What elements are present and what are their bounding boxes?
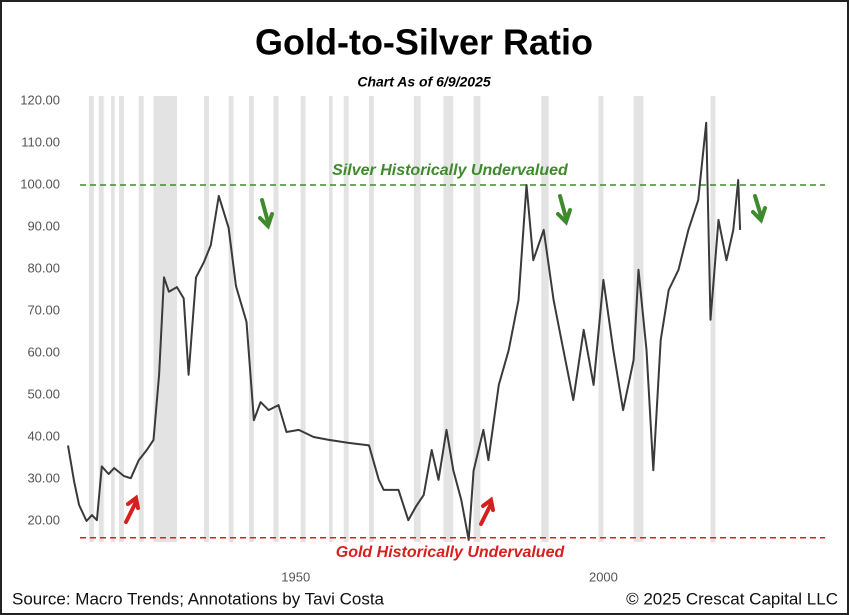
shaded-period	[328, 96, 333, 542]
shaded-period	[710, 96, 716, 542]
shaded-period	[273, 96, 279, 542]
shaded-period	[248, 96, 254, 542]
shaded-period	[443, 96, 454, 542]
plot-area: 20.00 30.00 40.00 50.00 60.00 70.00 80.00 90.00…	[20, 92, 825, 584]
shaded-period	[473, 96, 481, 542]
y-tick-label: 70.00	[27, 302, 60, 317]
shaded-period	[633, 96, 644, 542]
shaded-period	[138, 96, 144, 542]
y-tick-label: 40.00	[27, 428, 60, 443]
y-tick-label: 60.00	[27, 344, 60, 359]
y-tick-label: 100.00	[20, 176, 60, 191]
shaded-period	[598, 96, 604, 542]
shaded-period	[541, 96, 549, 542]
y-tick-label: 30.00	[27, 470, 60, 485]
x-tick-label: 2000	[589, 569, 618, 584]
shaded-period	[413, 96, 421, 542]
shaded-period	[98, 96, 104, 542]
arrow	[258, 198, 274, 230]
annotation-arrows	[124, 194, 767, 526]
shaded-period	[88, 96, 94, 542]
shaded-period	[343, 96, 349, 542]
arrow	[751, 194, 767, 224]
shaded-period	[204, 96, 209, 542]
reference-label: Silver Historically Undervalued	[332, 162, 569, 179]
shaded-period	[300, 96, 306, 542]
data-line	[67, 121, 742, 541]
arrow	[479, 496, 495, 526]
y-tick-label: 120.00	[20, 92, 60, 107]
x-tick-label: 1950	[281, 569, 310, 584]
y-tick-label: 20.00	[27, 512, 60, 527]
shaded-period	[111, 96, 115, 542]
y-tick-label: 110.00	[21, 134, 60, 149]
shaded-period	[228, 96, 234, 542]
chart-subtitle: Chart As of 6/9/2025	[357, 74, 491, 90]
arrow	[124, 494, 140, 524]
y-tick-label: 50.00	[27, 386, 60, 401]
y-tick-label: 80.00	[27, 260, 60, 275]
arrow	[556, 194, 572, 226]
source: Source: Macro Trends; Annotations by Tav…	[12, 589, 385, 608]
shaded-period	[368, 96, 374, 542]
y-tick-label: 90.00	[27, 218, 60, 233]
reference-label: Gold Historically Undervalued	[336, 544, 566, 561]
copyright: © 2025 Crescat Capital LLC	[626, 589, 838, 608]
chart-title: Gold-to-Silver Ratio	[255, 22, 593, 63]
shaded-period	[153, 96, 177, 542]
shaded-period	[119, 96, 125, 542]
